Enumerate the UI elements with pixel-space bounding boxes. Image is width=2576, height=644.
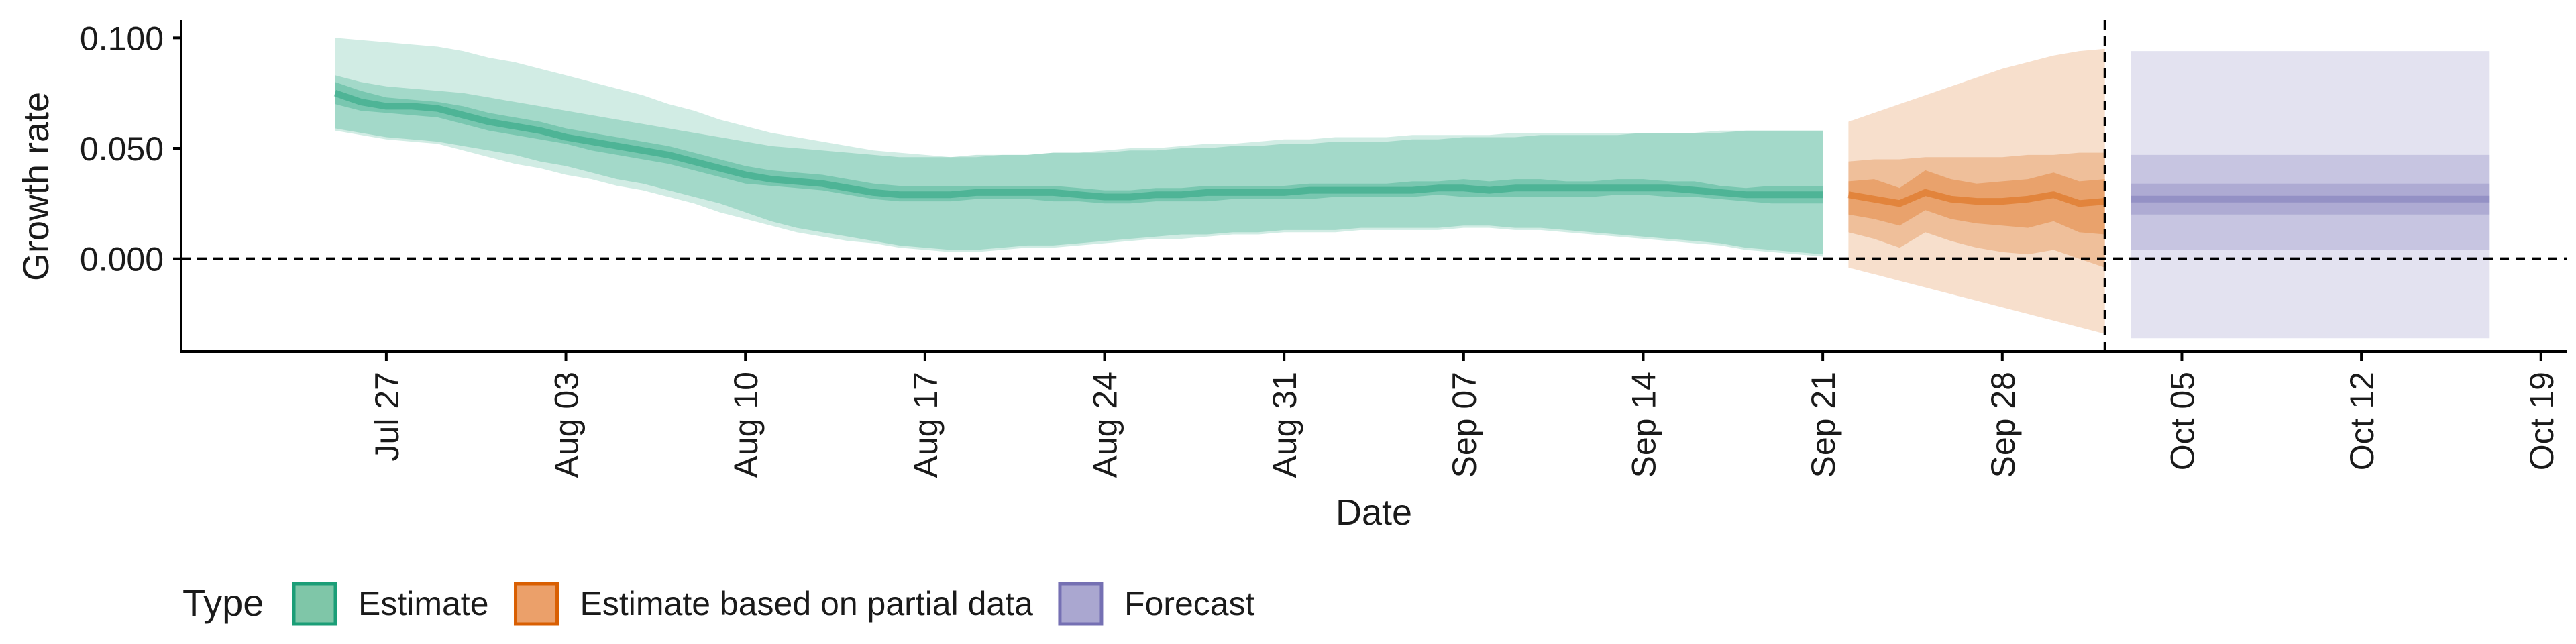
estimate-based-on-partial-data-outer-band	[1848, 48, 2105, 334]
legend-label: Estimate	[358, 585, 489, 623]
estimate-outer-band	[335, 38, 1823, 257]
estimate-90-band	[335, 75, 1823, 255]
ribbons-layer	[333, 38, 2490, 339]
x-tick-label: Jul 27	[368, 372, 406, 461]
x-tick-label: Oct 19	[2523, 372, 2561, 470]
estimate-based-on-partial-data-90-band	[1848, 152, 2105, 268]
forecast-50-band	[2131, 183, 2490, 215]
legend-item-forecast: Forecast	[1058, 582, 1255, 626]
legend-swatch	[1058, 582, 1104, 626]
x-tick-label: Aug 03	[548, 372, 586, 478]
estimate-based-on-partial-data-50-band	[1848, 170, 2105, 235]
legend-swatch	[292, 582, 337, 626]
x-tick-label: Aug 24	[1087, 372, 1124, 478]
x-tick-label: Aug 17	[907, 372, 945, 478]
y-axis-title: Growth rate	[16, 92, 56, 281]
forecast-outer-band	[2131, 51, 2490, 339]
x-tick-label: Sep 28	[1984, 372, 2022, 478]
reference-lines	[181, 20, 2567, 352]
legend: Type Estimate Estimate based on partial da…	[182, 582, 1255, 626]
legend-label: Forecast	[1124, 585, 1255, 623]
y-tick-label: 0.050	[80, 130, 164, 168]
y-tick-label: 0.100	[80, 19, 164, 57]
x-tick-label: Aug 31	[1266, 372, 1303, 478]
x-tick-label: Sep 07	[1446, 372, 1483, 478]
legend-item-estimate: Estimate	[292, 582, 489, 626]
x-tick-label: Aug 10	[727, 372, 765, 478]
y-axis-ticks: 0.000 0.050 0.100	[80, 19, 181, 278]
legend-label: Estimate based on partial data	[580, 585, 1034, 623]
x-axis-ticks: Jul 27 Aug 03 Aug 10 Aug 17 Aug 24 Aug 31 Sep …	[368, 352, 2561, 478]
estimate-50-band	[335, 82, 1823, 204]
series-forecast	[2131, 51, 2490, 339]
series-estimate	[333, 38, 1823, 257]
axes	[180, 20, 2567, 353]
legend-item-estimate-based-on-partial-data: Estimate based on partial data	[514, 582, 1034, 626]
legend-swatch	[514, 582, 559, 626]
x-tick-label: Sep 14	[1625, 372, 1663, 478]
legend-title: Type	[182, 582, 264, 624]
forecast-90-band	[2131, 154, 2490, 250]
x-tick-label: Oct 05	[2164, 372, 2202, 470]
estimate-based-on-partial-data-median-line	[1847, 189, 2106, 207]
x-axis-title: Date	[1336, 492, 1412, 533]
x-tick-label: Sep 21	[1805, 372, 1842, 478]
estimate-median-line	[333, 89, 1823, 201]
x-tick-label: Oct 12	[2343, 372, 2381, 470]
series-estimate-based-on-partial-data	[1847, 48, 2106, 334]
y-tick-label: 0.000	[80, 241, 164, 278]
